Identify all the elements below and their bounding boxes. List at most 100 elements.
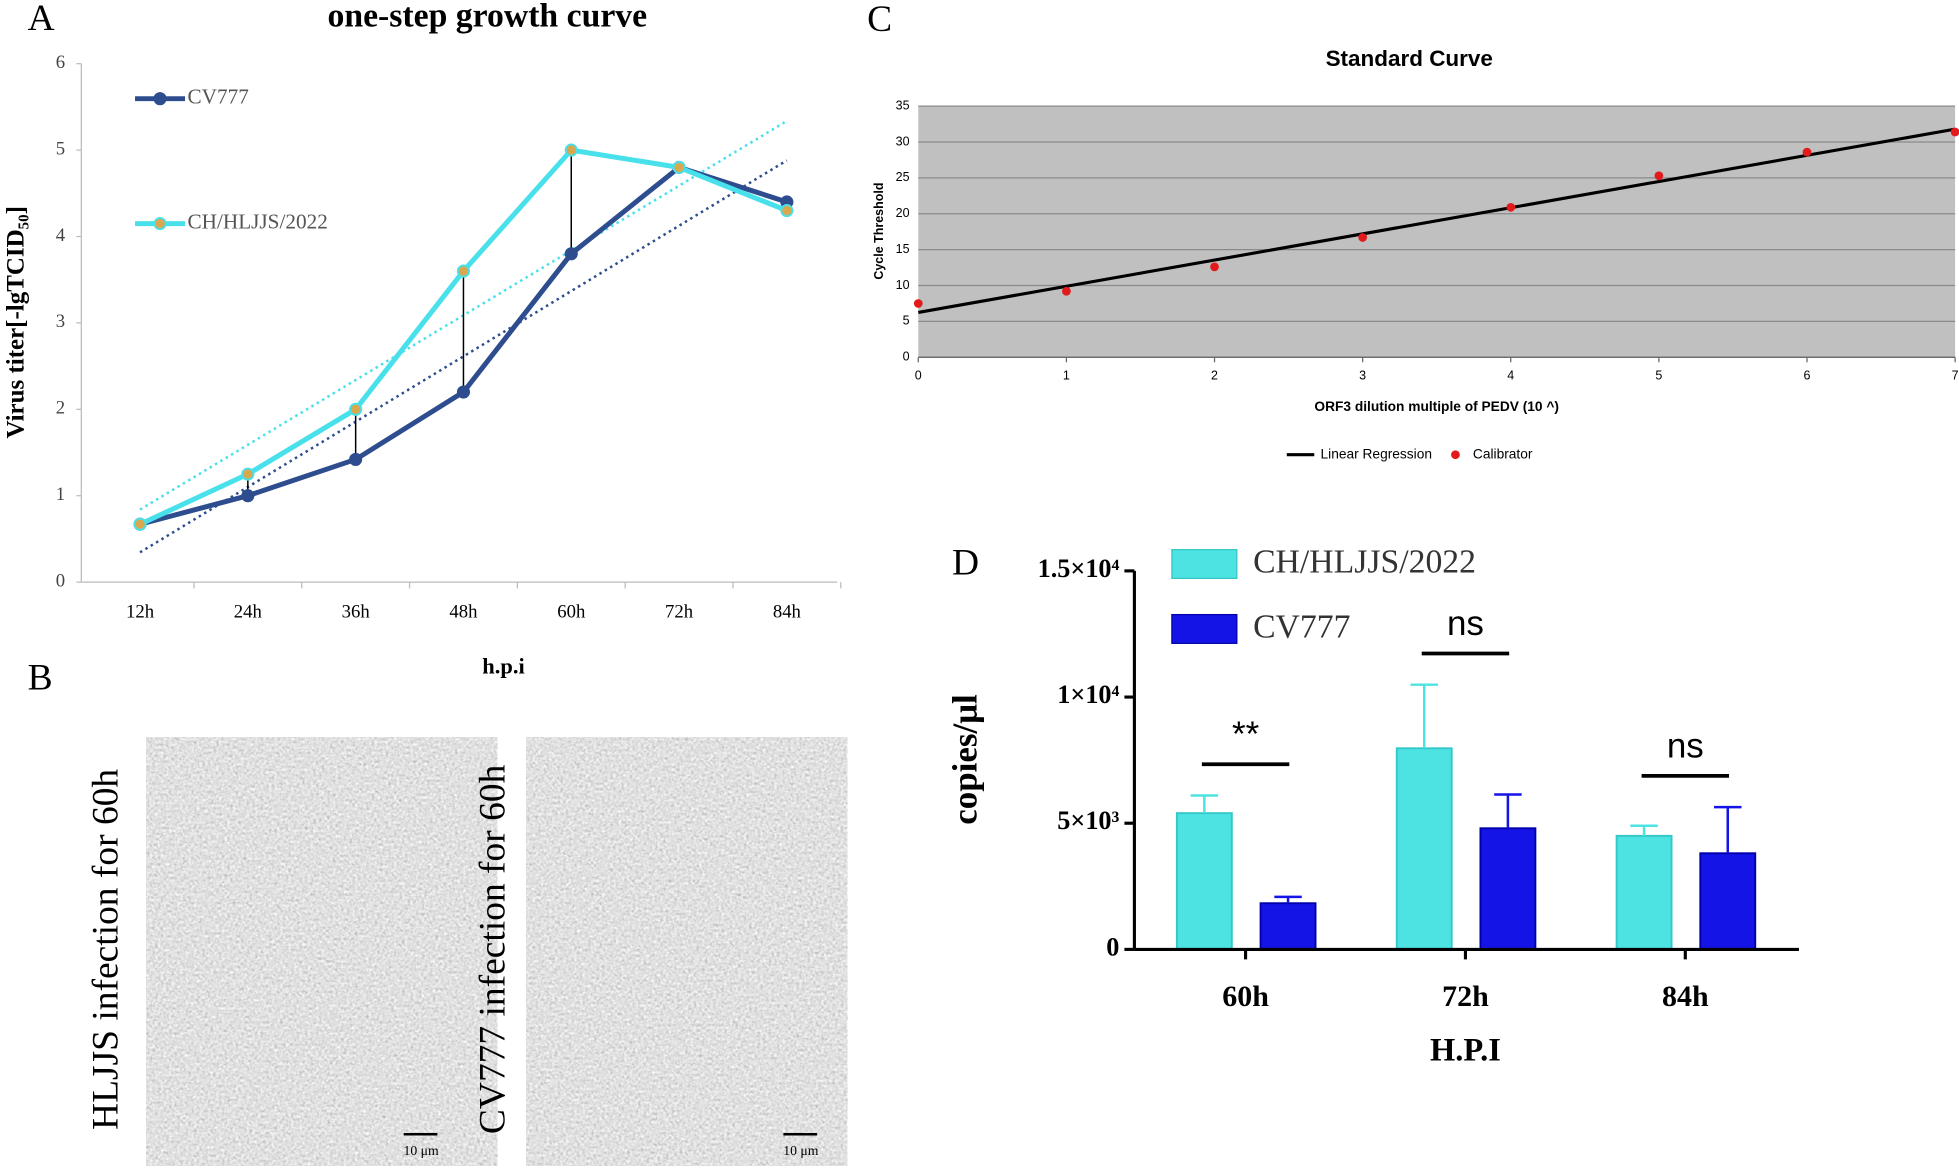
regression-line [918,127,1956,314]
y-tick-label: 35 [896,98,910,112]
x-tick-label: 84h [773,602,802,623]
x-tick-label: 12h [126,602,155,623]
y-tick-label: 4 [56,225,66,246]
point [1358,233,1368,242]
legend-label: CH/HLJJS/2022 [1253,543,1476,580]
marker [349,452,363,466]
x-tick-label: 24h [234,602,263,623]
marker [349,402,363,416]
y-tick-label: 0 [903,350,910,364]
x-tick-label: 60h [1222,980,1269,1013]
y-tick-label: 30 [896,134,910,148]
marker [456,264,471,278]
y-tick-label: 5 [903,314,910,328]
bar [1395,747,1453,951]
x-tick-label: 4 [1507,368,1514,382]
error-bar [1630,824,1658,836]
plot-background [918,106,1956,358]
y-tick-label: 0 [1106,932,1119,961]
x-tick-label: 1 [1063,368,1070,382]
panel-label: B [28,657,53,698]
bar [1615,834,1673,951]
legend-swatch [1171,613,1238,644]
point [1062,286,1071,296]
bar [1175,812,1233,951]
y-tick-label: 15 [896,242,910,256]
y-tick-label: 6 [56,52,65,73]
bar [1259,902,1317,951]
y-tick-label: 2 [56,398,65,419]
marker [456,385,471,399]
point [1210,262,1219,272]
legend-label: Calibrator [1473,446,1533,461]
error-bar [1714,805,1742,854]
scale-label: 10 μm [403,1143,439,1158]
y-axis-label: Virus titer[-lgTCID₅₀] [2,206,29,438]
x-tick-label: 60h [557,602,586,623]
marker [241,467,255,481]
bar [1479,827,1537,951]
point [1506,202,1516,212]
error-bar [1274,895,1302,904]
bar [1699,852,1757,951]
legend-marker [1451,450,1460,460]
micrograph [526,737,848,1166]
significance-label: ns [1447,604,1484,643]
x-axis-label: ORF3 dilution multiple of PEDV (10 ^) [1314,399,1559,414]
point [1802,147,1812,157]
x-tick-label: 0 [915,368,922,382]
marker [564,143,578,157]
legend-marker [153,217,167,231]
panel-label: D [952,542,979,583]
legend-marker [153,92,167,106]
y-tick-label: 3 [56,311,65,332]
x-tick-label: 36h [342,602,371,623]
chart-title: Standard Curve [1326,46,1493,71]
error-bar [1410,683,1438,749]
x-tick-label: 48h [449,602,478,623]
x-tick-label: 84h [1662,980,1709,1013]
error-bar [1494,793,1522,829]
micrograph [146,737,498,1166]
marker [133,517,147,531]
y-tick-label: 0 [56,570,65,591]
panel-label: A [28,0,55,39]
x-axis-label: H.P.I [1430,1033,1501,1069]
y-tick-label: 5 [56,138,65,159]
chart-title: one-step growth curve [327,0,647,34]
legend-label: Linear Regression [1321,446,1432,461]
significance-label: ns [1667,727,1704,766]
x-tick-label: 72h [665,602,694,623]
x-axis-label: h.p.i [482,653,524,678]
x-tick-label: 5 [1655,368,1662,382]
marker [241,489,255,503]
y-tick-label: 1×10⁴ [1057,680,1119,709]
legend-swatch [1171,549,1238,580]
image-caption: HLJJS infection for 60h [85,769,126,1130]
error-bar [1190,794,1219,814]
point [913,299,923,308]
y-tick-label: 25 [896,170,910,184]
legend-label: CV777 [188,85,249,109]
scale-label: 10 μm [783,1143,819,1158]
x-tick-label: 2 [1211,368,1218,382]
panel-label: C [867,0,892,40]
marker [672,160,686,174]
y-tick-label: 10 [896,278,910,292]
marker [780,204,794,218]
point [1950,127,1959,137]
x-tick-label: 6 [1804,368,1811,382]
image-caption: CV777 infection for 60h [473,764,514,1134]
y-tick-label: 20 [896,206,910,220]
y-axis-label: copies/μl [945,694,984,825]
x-tick-label: 7 [1952,368,1959,382]
y-axis-label: Cycle Threshold [872,183,886,280]
y-tick-label: 1.5×10⁴ [1038,554,1120,583]
point [1654,171,1664,181]
marker [564,247,578,261]
y-tick-label: 5×10³ [1057,806,1119,835]
legend-label: CH/HLJJS/2022 [188,209,328,233]
legend-label: CV777 [1253,608,1350,645]
significance-label: ** [1232,715,1260,754]
